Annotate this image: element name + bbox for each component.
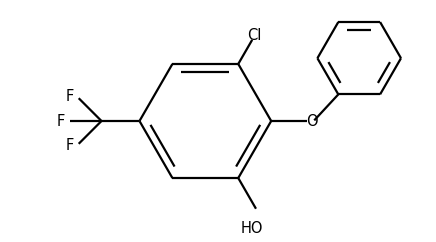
Text: F: F [65,90,74,105]
Text: Cl: Cl [248,28,262,43]
Text: HO: HO [241,221,263,236]
Text: F: F [65,137,74,152]
Text: F: F [57,113,65,129]
Text: O: O [306,113,317,129]
